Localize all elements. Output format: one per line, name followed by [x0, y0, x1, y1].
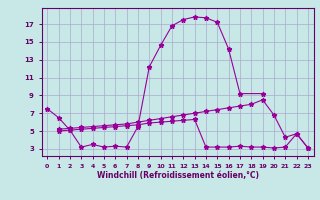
- X-axis label: Windchill (Refroidissement éolien,°C): Windchill (Refroidissement éolien,°C): [97, 171, 259, 180]
